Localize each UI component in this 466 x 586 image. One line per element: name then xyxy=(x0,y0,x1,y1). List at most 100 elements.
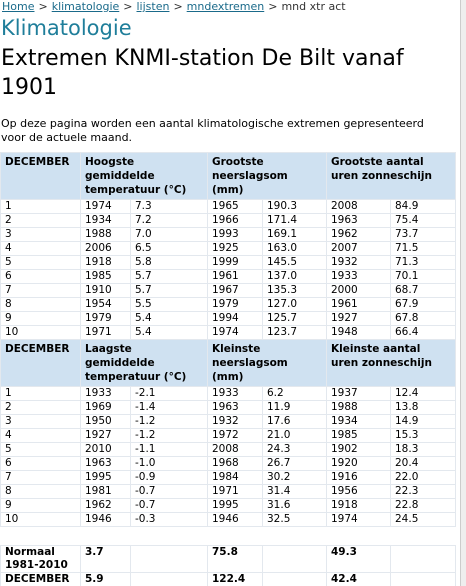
cell: 163.0 xyxy=(262,241,327,256)
cell: 21.0 xyxy=(262,428,327,443)
cell: 190.3 xyxy=(262,199,327,214)
cell: 22.8 xyxy=(390,498,456,513)
cell: 5.7 xyxy=(130,283,208,298)
cell: 71.3 xyxy=(390,255,456,270)
cell: 1972 xyxy=(207,428,263,443)
data-row: 2 1969 -1.4 1963 11.9 1988 13.8 xyxy=(0,400,456,415)
cell: 6.5 xyxy=(130,241,208,256)
cell: 1985 xyxy=(80,269,131,284)
data-row: 10 1946 -0.3 1946 32.5 1974 24.5 xyxy=(0,512,456,527)
cell: 75.4 xyxy=(390,213,456,228)
breadcrumb-separator: > xyxy=(123,0,133,13)
cell: 22.3 xyxy=(390,484,456,499)
header-row: DECEMBER Hoogste gemiddelde temperatuur (… xyxy=(0,152,456,200)
cell: 1999 xyxy=(207,255,263,270)
breadcrumb-link[interactable]: mndextremen xyxy=(186,0,265,13)
summary-label: Normaal 1981-2010 xyxy=(0,545,81,573)
breadcrumb-link[interactable]: Home xyxy=(2,0,35,13)
cell: 4 xyxy=(0,241,81,256)
cell: 5.7 xyxy=(130,269,208,284)
cell: -0.3 xyxy=(130,512,208,527)
cell: 1946 xyxy=(207,512,263,527)
cell: 5 xyxy=(0,255,81,270)
data-row: 8 1981 -0.7 1971 31.4 1956 22.3 xyxy=(0,484,456,499)
cell: 1974 xyxy=(80,199,131,214)
cell: 13.8 xyxy=(390,400,456,415)
cell: 1969 xyxy=(80,400,131,415)
summary-label: DECEMBER 2011 t/m de 22e xyxy=(0,572,81,586)
cell: 1 xyxy=(0,386,81,401)
summary-value: 5.9 xyxy=(80,572,131,586)
cell: 2010 xyxy=(80,442,131,457)
cell: 1995 xyxy=(80,470,131,485)
cell: 1916 xyxy=(326,470,391,485)
cell: 7 xyxy=(0,470,81,485)
cell: 7.3 xyxy=(130,199,208,214)
cell: -1.2 xyxy=(130,428,208,443)
cell: -0.7 xyxy=(130,498,208,513)
cell: 1967 xyxy=(207,283,263,298)
cell: 169.1 xyxy=(262,227,327,242)
data-row: 9 1979 5.4 1994 125.7 1927 67.8 xyxy=(0,311,456,326)
scrollbar[interactable] xyxy=(460,0,466,586)
cell: 2 xyxy=(0,400,81,415)
column-header: Hoogste gemiddelde temperatuur (°C) xyxy=(80,152,208,200)
cell: 135.3 xyxy=(262,283,327,298)
cell: 1974 xyxy=(207,325,263,340)
cell: 1954 xyxy=(80,297,131,312)
data-row: 5 1918 5.8 1999 145.5 1932 71.3 xyxy=(0,255,456,270)
cell: 1963 xyxy=(80,456,131,471)
breadcrumb: Home > klimatologie > lijsten > mndextremen > mn… xyxy=(2,0,346,13)
cell: 145.5 xyxy=(262,255,327,270)
cell: 31.6 xyxy=(262,498,327,513)
data-row: 6 1985 5.7 1961 137.0 1933 70.1 xyxy=(0,269,456,284)
cell: 1927 xyxy=(326,311,391,326)
cell: 8 xyxy=(0,484,81,499)
summary-row: DECEMBER 2011 t/m de 22e5.9 122.4 42.4 xyxy=(0,572,456,586)
summary-value: 122.4 xyxy=(207,572,263,586)
breadcrumb-separator: > xyxy=(173,0,183,13)
cell: 5.5 xyxy=(130,297,208,312)
cell xyxy=(262,545,327,573)
summary-row: Normaal 1981-2010 3.7 75.8 49.3 xyxy=(0,545,456,573)
cell: 1994 xyxy=(207,311,263,326)
cell: 1971 xyxy=(207,484,263,499)
data-row: 10 1971 5.4 1974 123.7 1948 66.4 xyxy=(0,325,456,340)
column-header: DECEMBER xyxy=(0,339,81,387)
cell: 2006 xyxy=(80,241,131,256)
cell: 9 xyxy=(0,498,81,513)
cell: 1932 xyxy=(326,255,391,270)
breadcrumb-link[interactable]: klimatologie xyxy=(51,0,120,13)
summary-value: 42.4 xyxy=(326,572,391,586)
cell: 18.3 xyxy=(390,442,456,457)
cell: 26.7 xyxy=(262,456,327,471)
cell: 11.9 xyxy=(262,400,327,415)
cell: 6.2 xyxy=(262,386,327,401)
cell: 1918 xyxy=(80,255,131,270)
cell: 10 xyxy=(0,512,81,527)
breadcrumb-link[interactable]: lijsten xyxy=(136,0,170,13)
cell: 1993 xyxy=(207,227,263,242)
column-header: DECEMBER xyxy=(0,152,81,200)
cell: 1962 xyxy=(80,498,131,513)
cell: 70.1 xyxy=(390,269,456,284)
summary-value: 75.8 xyxy=(207,545,263,573)
cell: 1981 xyxy=(80,484,131,499)
cell xyxy=(390,545,456,573)
cell: 1995 xyxy=(207,498,263,513)
breadcrumb-separator: > xyxy=(268,0,278,13)
cell: 8 xyxy=(0,297,81,312)
cell: 137.0 xyxy=(262,269,327,284)
data-row: 7 1995 -0.9 1984 30.2 1916 22.0 xyxy=(0,470,456,485)
summary-value: 3.7 xyxy=(80,545,131,573)
cell: 1974 xyxy=(326,512,391,527)
cell: 68.7 xyxy=(390,283,456,298)
cell: 1979 xyxy=(80,311,131,326)
data-row: 5 2010 -1.1 2008 24.3 1902 18.3 xyxy=(0,442,456,457)
cell: 1934 xyxy=(326,414,391,429)
cell: 84.9 xyxy=(390,199,456,214)
cell: 2 xyxy=(0,213,81,228)
cell: 1968 xyxy=(207,456,263,471)
breadcrumb-separator: > xyxy=(38,0,48,13)
